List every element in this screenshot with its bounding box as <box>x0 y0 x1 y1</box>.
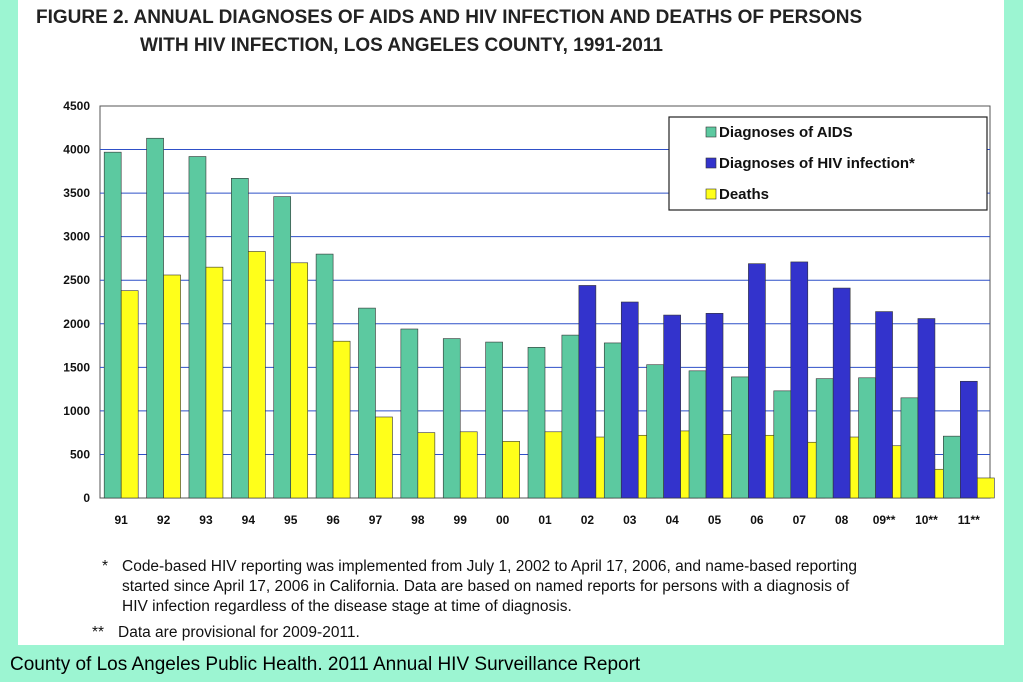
x-tick-label: 06 <box>750 513 764 527</box>
legend-label: Deaths <box>719 186 769 203</box>
x-tick-label: 94 <box>242 513 256 527</box>
source-caption: County of Los Angeles Public Health. 201… <box>10 654 641 675</box>
y-tick-label: 2000 <box>63 317 90 331</box>
legend-label: Diagnoses of AIDS <box>719 124 853 141</box>
bar-diagnoses-of-hiv-infection <box>832 287 851 499</box>
footnote-mark: ** <box>92 624 105 641</box>
y-tick-label: 2500 <box>63 273 90 287</box>
bar-diagnoses-of-aids <box>358 307 376 499</box>
y-tick-label: 500 <box>70 447 90 461</box>
legend-box <box>668 116 988 211</box>
bar-diagnoses-of-aids <box>815 378 834 499</box>
bar-diagnoses-of-hiv-infection <box>875 311 893 499</box>
bar-diagnoses-of-aids <box>103 151 122 499</box>
bar-diagnoses-of-aids <box>943 435 961 499</box>
x-tick-label: 92 <box>157 513 171 527</box>
legend-label: Diagnoses of HIV infection* <box>719 155 915 172</box>
bar-deaths <box>332 340 351 499</box>
bar-deaths <box>977 477 995 499</box>
bar-diagnoses-of-aids <box>231 178 249 499</box>
bar-diagnoses-of-aids <box>146 137 164 499</box>
x-tick-label: 98 <box>411 513 425 527</box>
bar-diagnoses-of-aids <box>900 397 919 499</box>
bar-diagnoses-of-aids <box>188 156 207 499</box>
x-tick-label: 00 <box>496 513 510 527</box>
bar-diagnoses-of-hiv-infection <box>620 301 639 499</box>
legend-swatch <box>705 188 717 200</box>
x-tick-label: 02 <box>581 513 595 527</box>
footnote-line: Code-based HIV reporting was implemented… <box>122 558 857 575</box>
bar-diagnoses-of-hiv-infection <box>705 313 724 499</box>
y-tick-label: 3500 <box>63 186 90 200</box>
legend-swatch <box>705 157 717 169</box>
bar-deaths <box>544 431 563 499</box>
bar-deaths <box>459 431 478 499</box>
bar-deaths <box>290 262 309 499</box>
y-tick-label: 3000 <box>63 230 90 244</box>
bar-diagnoses-of-aids <box>485 341 503 499</box>
bar-diagnoses-of-aids <box>527 346 546 499</box>
bar-diagnoses-of-hiv-infection <box>663 314 681 499</box>
y-tick-label: 4000 <box>63 143 90 157</box>
bar-deaths <box>375 416 393 499</box>
x-tick-label: 96 <box>326 513 340 527</box>
bar-deaths <box>502 441 520 499</box>
footnote-line: Data are provisional for 2009-2011. <box>118 624 360 641</box>
footnote-line: started since April 17, 2006 in Californ… <box>122 578 850 595</box>
y-tick-label: 0 <box>83 491 90 505</box>
bar-deaths <box>163 274 181 499</box>
x-tick-label: 11** <box>958 513 980 527</box>
x-tick-label: 03 <box>623 513 637 527</box>
x-tick-label: 93 <box>199 513 213 527</box>
x-tick-label: 01 <box>538 513 552 527</box>
bar-diagnoses-of-aids <box>315 253 334 499</box>
bar-diagnoses-of-hiv-infection <box>917 318 936 499</box>
bar-diagnoses-of-aids <box>561 334 580 499</box>
y-tick-label: 4500 <box>63 99 90 113</box>
bar-diagnoses-of-hiv-infection <box>748 263 766 499</box>
bar-diagnoses-of-aids <box>400 328 419 499</box>
x-tick-label: 05 <box>708 513 722 527</box>
bar-diagnoses-of-aids <box>773 390 792 499</box>
bar-deaths <box>120 290 139 499</box>
x-tick-label: 95 <box>284 513 298 527</box>
chart-title-line1: FIGURE 2. ANNUAL DIAGNOSES OF AIDS AND H… <box>36 7 863 28</box>
x-tick-label: 97 <box>369 513 383 527</box>
bar-diagnoses-of-aids <box>646 364 664 499</box>
figure-panel: FIGURE 2. ANNUAL DIAGNOSES OF AIDS AND H… <box>18 0 1004 645</box>
y-tick-label: 1500 <box>63 360 90 374</box>
bar-diagnoses-of-aids <box>858 377 876 499</box>
x-tick-label: 07 <box>793 513 807 527</box>
x-tick-label: 10** <box>915 513 938 527</box>
x-tick-label: 08 <box>835 513 849 527</box>
bar-diagnoses-of-aids <box>688 370 707 499</box>
bar-diagnoses-of-hiv-infection <box>790 261 809 499</box>
bar-diagnoses-of-aids <box>273 196 292 499</box>
bar-diagnoses-of-hiv-infection <box>578 285 597 499</box>
x-tick-label: 91 <box>115 513 129 527</box>
bar-diagnoses-of-aids <box>603 342 622 499</box>
x-tick-label: 04 <box>665 513 679 527</box>
bar-diagnoses-of-aids <box>442 338 461 499</box>
footnote-mark: * <box>102 558 109 575</box>
chart-title-line2: WITH HIV INFECTION, LOS ANGELES COUNTY, … <box>140 35 663 56</box>
x-tick-label: 09** <box>873 513 896 527</box>
bar-deaths <box>205 266 224 499</box>
bar-diagnoses-of-hiv-infection <box>960 380 978 499</box>
footnote-line: HIV infection regardless of the disease … <box>122 598 572 615</box>
bar-deaths <box>417 432 436 499</box>
bar-diagnoses-of-aids <box>731 376 749 499</box>
bar-deaths <box>248 251 266 499</box>
x-tick-label: 99 <box>454 513 468 527</box>
legend-swatch <box>705 126 717 138</box>
y-tick-label: 1000 <box>63 404 90 418</box>
